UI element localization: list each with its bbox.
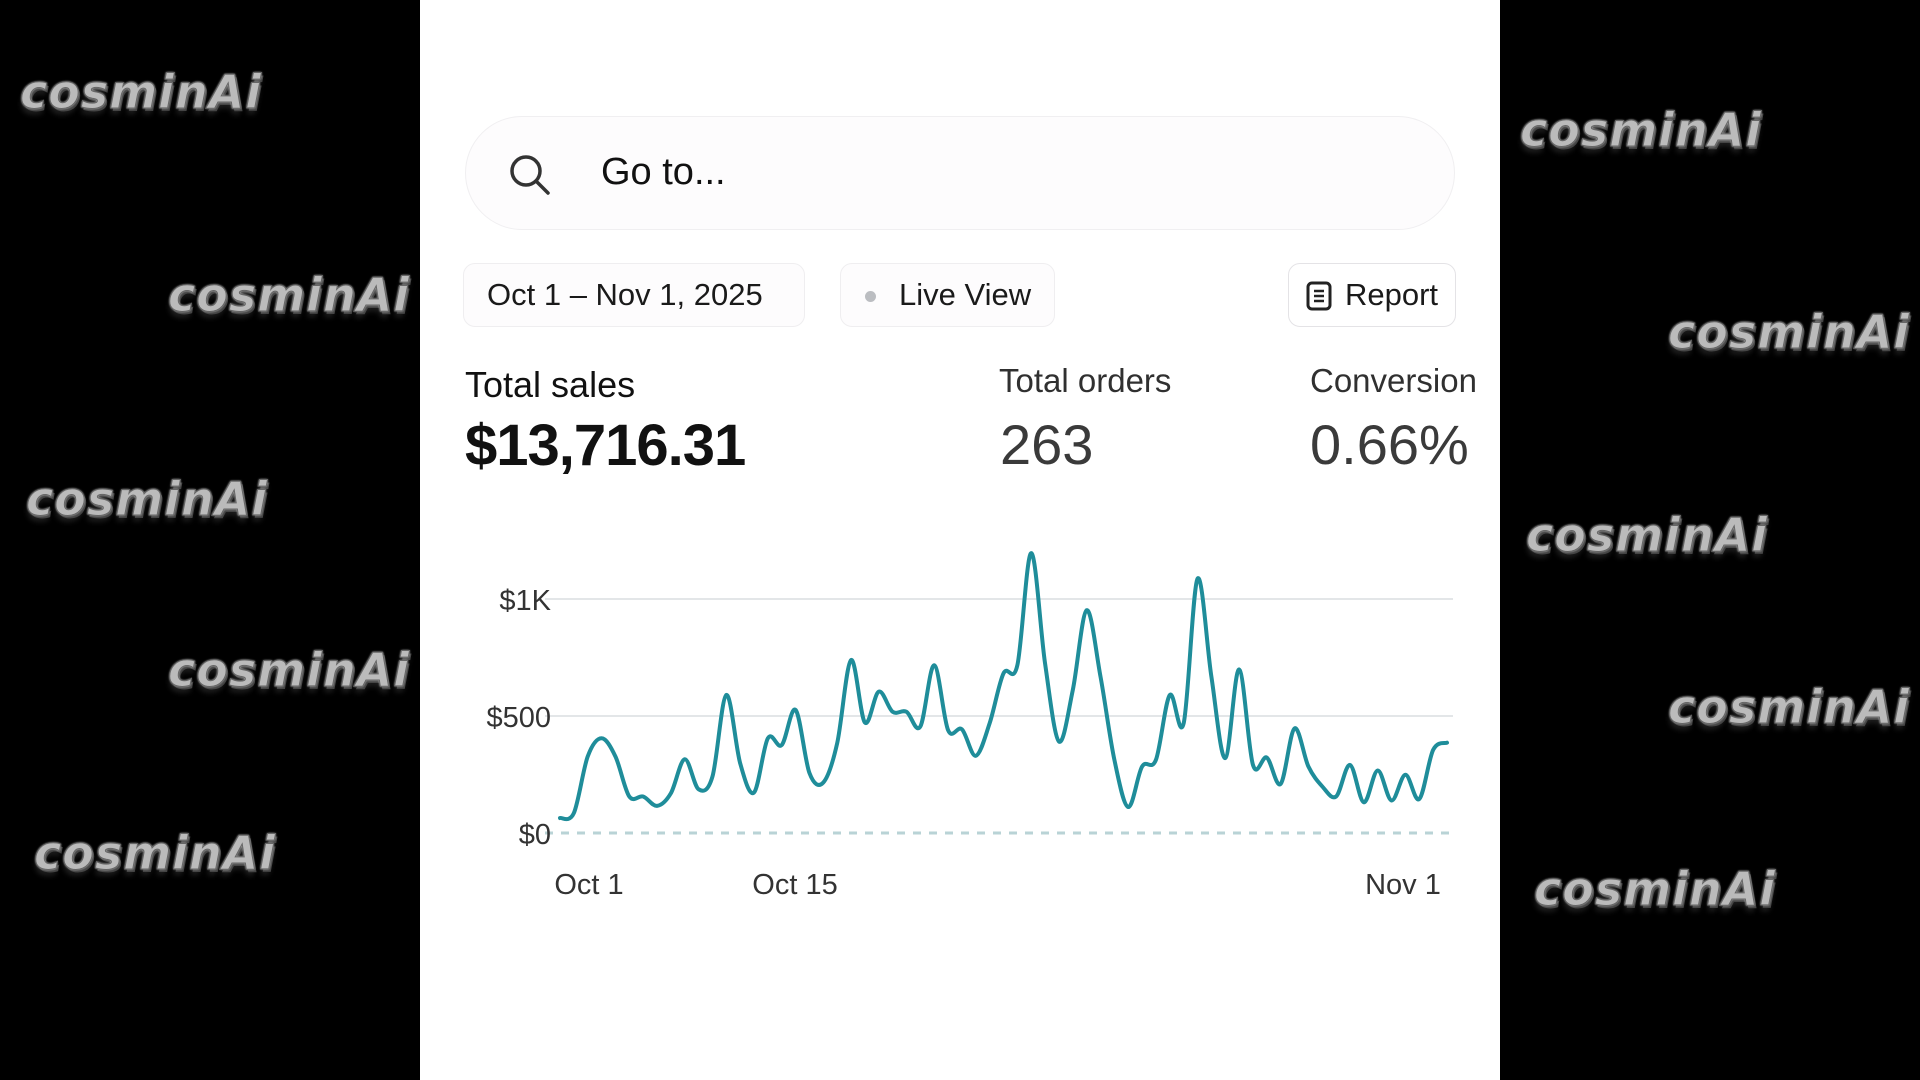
watermark: cosminAi: [167, 643, 411, 698]
conversion-value: 0.66%: [1310, 413, 1469, 476]
watermark: cosminAi: [1519, 103, 1763, 158]
report-button[interactable]: Report: [1288, 263, 1456, 327]
watermark: cosminAi: [1525, 508, 1769, 563]
search-bar[interactable]: Go to...: [465, 116, 1455, 230]
watermark: cosminAi: [1667, 305, 1911, 360]
watermark: cosminAi: [25, 472, 269, 527]
conversion-label: Conversion: [1310, 362, 1477, 399]
watermark: cosminAi: [33, 826, 277, 881]
y-tick-label: $500: [486, 702, 551, 734]
watermark: cosminAi: [1533, 862, 1777, 917]
total-orders-value: 263: [1000, 413, 1094, 476]
total-sales-label: Total sales: [465, 364, 636, 405]
live-view-label: Live View: [899, 277, 1032, 312]
total-sales-value: $13,716.31: [465, 413, 746, 478]
document-icon: [1306, 281, 1332, 311]
x-tick-label: Nov 1: [1365, 869, 1441, 901]
y-tick-label: $1K: [499, 585, 551, 617]
date-range-button[interactable]: Oct 1 – Nov 1, 2025: [463, 263, 805, 327]
watermark: cosminAi: [1667, 680, 1911, 735]
x-tick-label: Oct 1: [554, 869, 623, 901]
report-label: Report: [1345, 277, 1439, 312]
x-tick-label: Oct 15: [752, 869, 837, 901]
search-icon: [510, 155, 550, 195]
y-tick-label: $0: [519, 819, 551, 851]
search-placeholder: Go to...: [601, 151, 726, 193]
total-orders-label: Total orders: [999, 362, 1172, 399]
sales-line: [558, 551, 1449, 822]
watermark: cosminAi: [167, 268, 411, 323]
status-dot-icon: [865, 291, 876, 302]
watermark: cosminAi: [19, 65, 263, 120]
live-view-button[interactable]: Live View: [840, 263, 1055, 327]
